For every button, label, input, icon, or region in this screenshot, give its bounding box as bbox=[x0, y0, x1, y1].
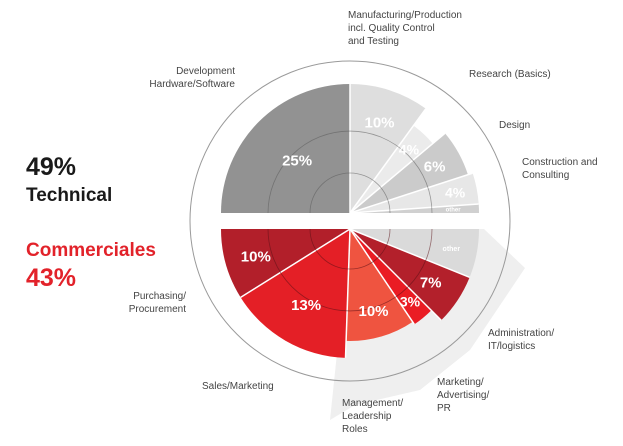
value-label-other-0: other bbox=[446, 208, 462, 214]
slice-separator bbox=[349, 203, 479, 214]
slice-commercial-marketing-advertising-pr bbox=[350, 229, 432, 325]
slice-technical-design bbox=[350, 133, 468, 213]
value-label-administration-it-logistics: 7% bbox=[420, 275, 442, 292]
value-label-marketing-advertising-pr: 3% bbox=[400, 294, 421, 310]
value-label-research-basics: 4% bbox=[399, 142, 420, 158]
value-label-design: 6% bbox=[424, 158, 446, 175]
slice-separator bbox=[349, 108, 427, 214]
slice-separator bbox=[349, 172, 473, 214]
slice-technical-development-hardware-software bbox=[221, 84, 350, 213]
guide-rings bbox=[267, 130, 433, 312]
value-label-construction-and-consulting: 4% bbox=[445, 185, 466, 201]
slice-separator bbox=[349, 228, 415, 325]
slice-commercial-management-leadership-roles bbox=[346, 229, 413, 341]
technical-percent: 49% bbox=[26, 153, 77, 181]
slice-separator bbox=[240, 228, 351, 298]
label-sales: Sales/Marketing bbox=[202, 381, 274, 392]
technical-label: Technical bbox=[26, 185, 113, 206]
value-label-other-1: other bbox=[443, 246, 461, 253]
outer-ring bbox=[189, 60, 511, 382]
value-label-purchasing-procurement: 10% bbox=[241, 248, 271, 265]
slice-separator bbox=[344, 228, 351, 358]
slice-commercial-purchasing-procurement bbox=[220, 229, 350, 298]
pie-slices bbox=[220, 84, 480, 358]
slice-commercial-administration-it-logistics bbox=[350, 229, 470, 321]
value-label-manufacturing-production-incl-quality-control-and-testing: 10% bbox=[364, 115, 394, 132]
guide-ring-bottom-0 bbox=[309, 228, 391, 270]
label-administration: Administration/ IT/logistics bbox=[488, 328, 555, 352]
label-management: Management/ Leadership Roles bbox=[342, 398, 404, 435]
label-construction: Construction and Consulting bbox=[522, 157, 598, 181]
label-design: Design bbox=[499, 120, 531, 131]
slice-commercial-other-0 bbox=[350, 229, 479, 278]
value-label-sales-marketing: 13% bbox=[291, 297, 321, 314]
label-development: Development Hardware/Software bbox=[149, 66, 235, 90]
guide-ring-bottom-1 bbox=[267, 228, 433, 312]
commercial-label: Commerciales bbox=[26, 240, 156, 261]
label-purchasing: Purchasing/ Procurement bbox=[128, 291, 186, 315]
value-label-development-hardware-software: 25% bbox=[282, 152, 312, 169]
guide-ring-top-0 bbox=[309, 172, 391, 214]
label-marketing-pr: Marketing/ Advertising/ PR bbox=[437, 377, 490, 414]
slice-commercial-sales-marketing bbox=[240, 229, 350, 358]
slice-separator bbox=[349, 228, 442, 321]
slice-separator bbox=[349, 228, 470, 279]
slice-separator bbox=[349, 132, 446, 214]
label-research: Research (Basics) bbox=[469, 69, 551, 80]
slice-technical-research-basics bbox=[350, 125, 433, 213]
value-label-management-leadership-roles: 10% bbox=[358, 303, 388, 320]
commercial-percent: 43% bbox=[26, 264, 77, 292]
slice-technical-manufacturing-production-incl-quality-control-and-testing bbox=[350, 84, 426, 213]
guide-ring-top-1 bbox=[267, 130, 433, 214]
label-manufacturing: Manufacturing/Production incl. Quality C… bbox=[348, 10, 462, 47]
